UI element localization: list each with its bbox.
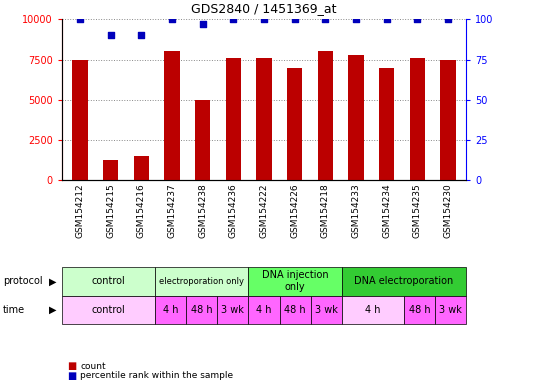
- Bar: [410, 58, 425, 180]
- Text: 48 h: 48 h: [191, 305, 213, 315]
- Text: 48 h: 48 h: [409, 305, 430, 315]
- Text: DNA injection
only: DNA injection only: [262, 270, 329, 292]
- Bar: [103, 159, 118, 180]
- Point: [413, 16, 421, 22]
- Text: DNA electroporation: DNA electroporation: [354, 276, 453, 286]
- Point: [382, 16, 391, 22]
- Text: count: count: [80, 362, 106, 371]
- Text: ▶: ▶: [49, 305, 56, 315]
- Text: control: control: [92, 276, 125, 286]
- Point: [321, 16, 330, 22]
- Text: 3 wk: 3 wk: [440, 305, 462, 315]
- Text: electroporation only: electroporation only: [159, 277, 244, 286]
- Text: ■: ■: [67, 371, 76, 381]
- Text: percentile rank within the sample: percentile rank within the sample: [80, 371, 234, 380]
- Point: [137, 32, 146, 38]
- Bar: [318, 51, 333, 180]
- Point: [76, 16, 84, 22]
- Bar: [72, 60, 88, 180]
- Bar: [226, 58, 241, 180]
- Text: 4 h: 4 h: [256, 305, 272, 315]
- Bar: [256, 58, 272, 180]
- Text: control: control: [92, 305, 125, 315]
- Bar: [287, 68, 302, 180]
- Point: [444, 16, 452, 22]
- Point: [107, 32, 115, 38]
- Point: [168, 16, 176, 22]
- Text: 48 h: 48 h: [284, 305, 306, 315]
- Text: protocol: protocol: [3, 276, 42, 286]
- Text: 4 h: 4 h: [365, 305, 381, 315]
- Text: 4 h: 4 h: [163, 305, 178, 315]
- Point: [352, 16, 360, 22]
- Bar: [165, 51, 180, 180]
- Text: ▶: ▶: [49, 276, 56, 286]
- Bar: [379, 68, 394, 180]
- Title: GDS2840 / 1451369_at: GDS2840 / 1451369_at: [191, 2, 337, 15]
- Text: ■: ■: [67, 361, 76, 371]
- Text: 3 wk: 3 wk: [221, 305, 244, 315]
- Point: [291, 16, 299, 22]
- Text: time: time: [3, 305, 25, 315]
- Bar: [348, 55, 363, 180]
- Point: [198, 21, 207, 27]
- Bar: [133, 156, 149, 180]
- Point: [229, 16, 237, 22]
- Point: [260, 16, 269, 22]
- Bar: [195, 100, 210, 180]
- Text: 3 wk: 3 wk: [315, 305, 338, 315]
- Bar: [440, 60, 456, 180]
